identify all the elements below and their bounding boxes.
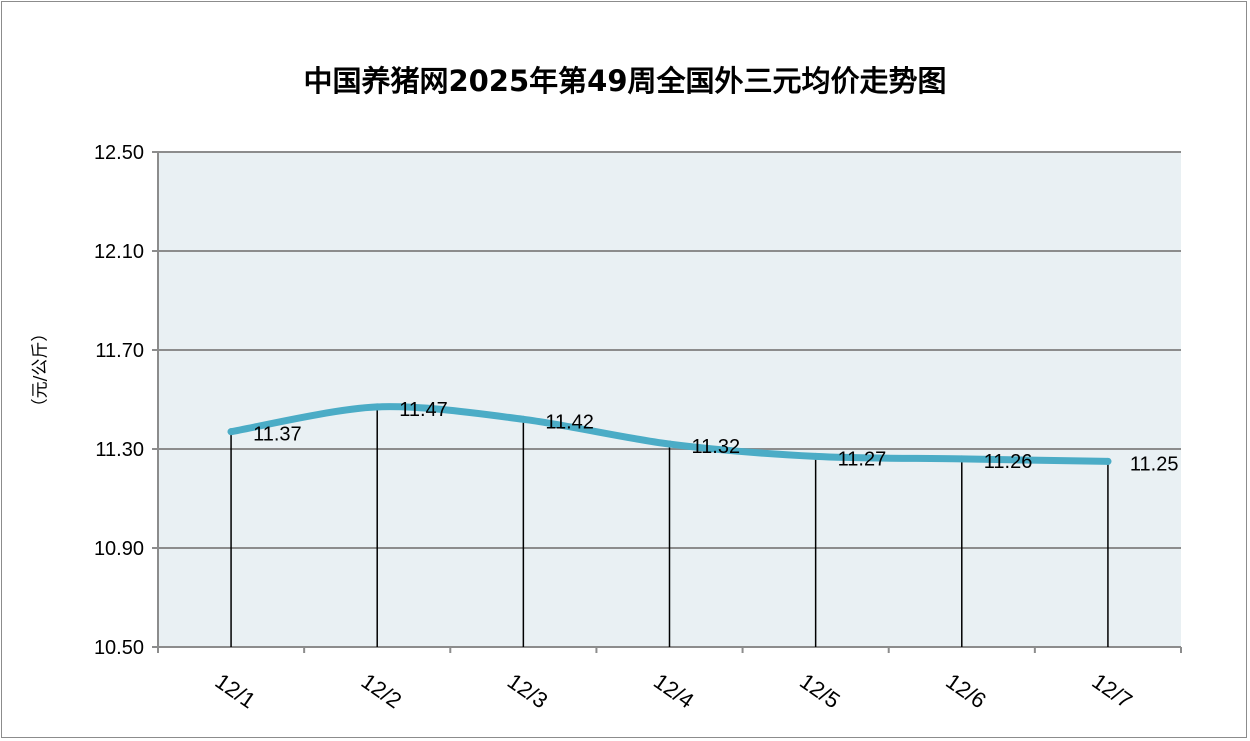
x-tick-label: 12/4	[649, 668, 698, 713]
x-tick-label: 12/5	[795, 668, 844, 713]
x-tick-label: 12/7	[1088, 668, 1137, 713]
data-label: 11.26	[984, 451, 1033, 473]
data-point	[373, 403, 381, 411]
data-point	[812, 452, 820, 460]
y-tick-label: 11.70	[95, 340, 144, 362]
data-label: 11.25	[1130, 453, 1179, 475]
data-point	[519, 415, 527, 423]
x-tick-label: 12/3	[503, 668, 552, 713]
x-tick-label: 12/2	[357, 668, 406, 713]
data-label: 11.32	[692, 436, 741, 458]
data-point	[666, 440, 673, 448]
chart-title: 中国养猪网2025年第49周全国外三元均价走势图	[303, 64, 947, 98]
y-tick-label: 12.50	[94, 142, 144, 164]
y-tick-label: 10.50	[94, 637, 144, 659]
data-point	[227, 428, 235, 436]
data-point	[1104, 457, 1112, 465]
data-label: 11.37	[253, 424, 302, 446]
data-label: 11.47	[399, 399, 448, 421]
data-label: 11.27	[838, 448, 887, 470]
y-tick-label: 11.30	[95, 439, 144, 461]
data-point	[958, 455, 966, 463]
y-tick-label: 12.10	[94, 241, 144, 263]
x-tick-label: 12/1	[211, 668, 260, 713]
x-tick-label: 12/6	[941, 668, 990, 713]
data-label: 11.42	[545, 411, 594, 433]
y-tick-label: 10.90	[94, 538, 144, 560]
